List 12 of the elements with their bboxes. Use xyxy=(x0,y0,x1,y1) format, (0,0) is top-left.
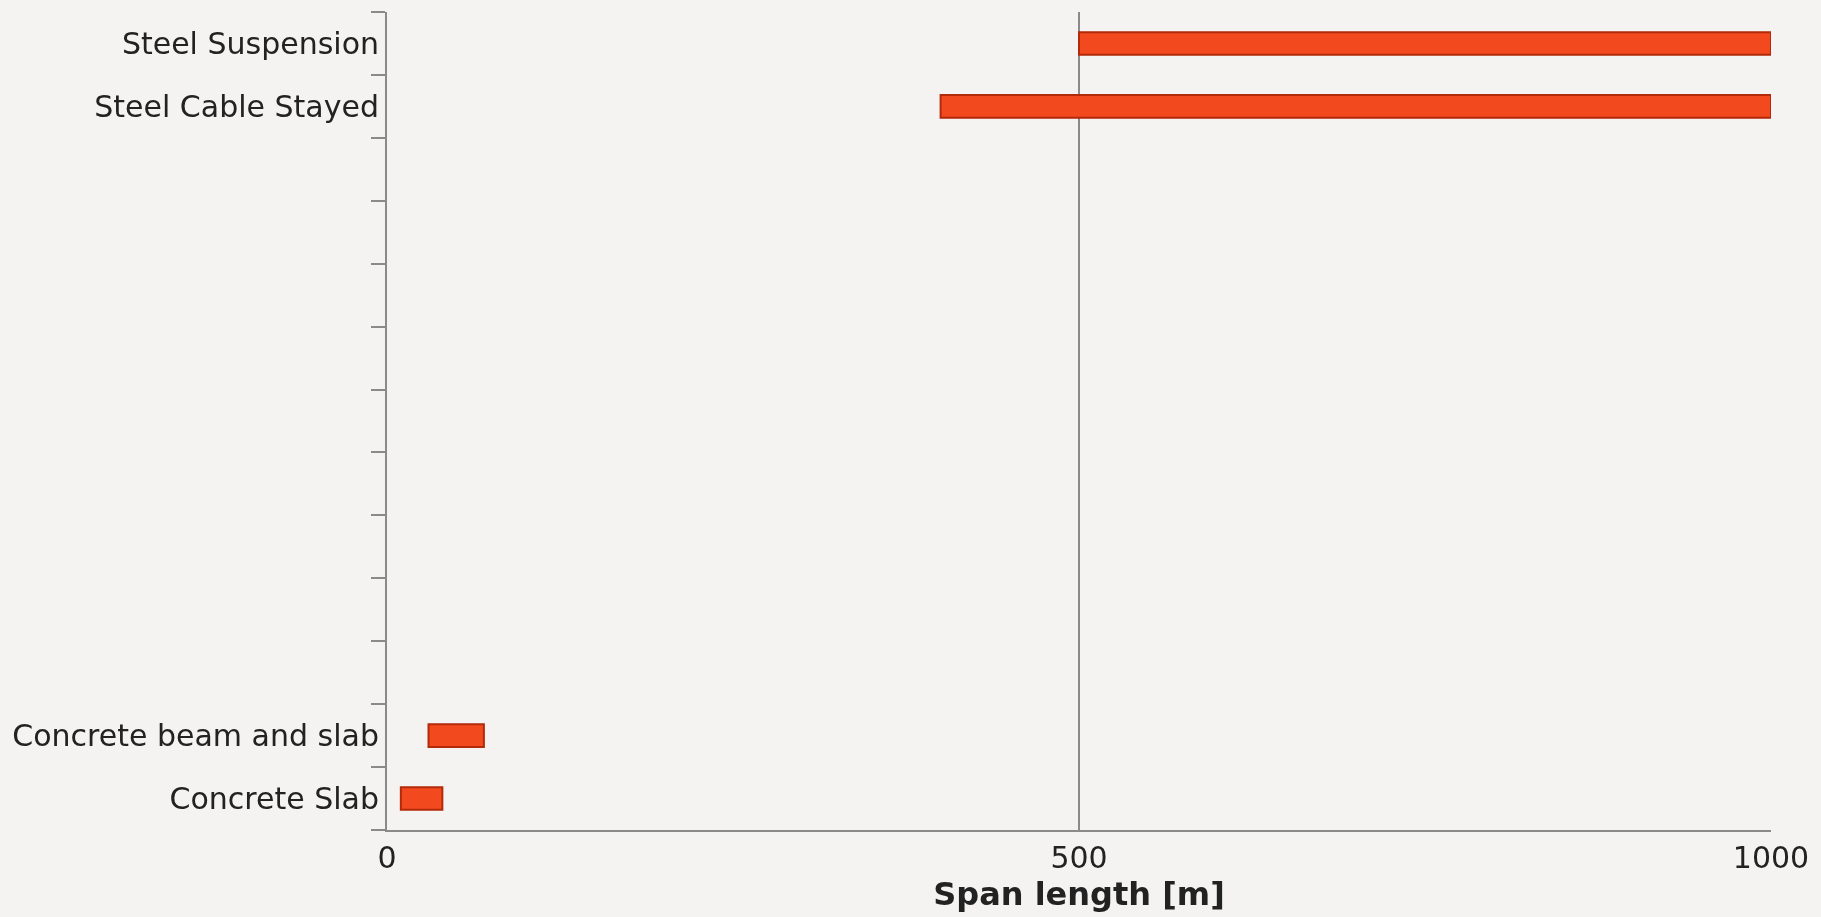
bar xyxy=(939,94,1771,119)
x-tick-label: 1000 xyxy=(1732,840,1810,875)
y-tick-label: Steel Cable Stayed xyxy=(94,88,379,124)
bar xyxy=(1078,31,1771,56)
bar xyxy=(399,786,444,811)
x-tick-label: 0 xyxy=(377,840,397,875)
y-tick-label: Steel Suspension xyxy=(121,25,379,61)
x-axis-title: Span length [m] xyxy=(933,875,1225,913)
x-tick-label: 500 xyxy=(1050,840,1108,875)
y-tick-label: Concrete Slab xyxy=(169,781,379,817)
y-tick-label: Concrete beam and slab xyxy=(12,718,379,754)
bar xyxy=(427,723,485,748)
